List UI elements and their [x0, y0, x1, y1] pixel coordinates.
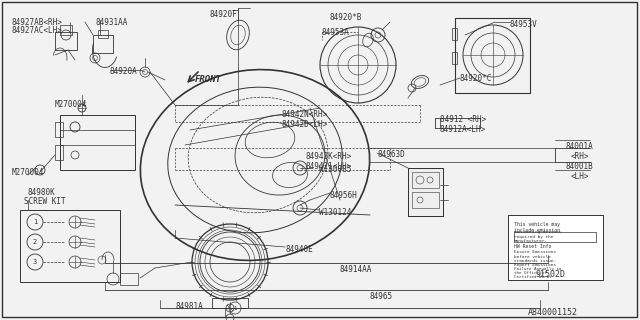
Text: Failure Annually to: Failure Annually to [514, 267, 561, 271]
Bar [412, 172, 439, 188]
Bar [55, 145, 63, 160]
Text: 84965: 84965 [370, 292, 393, 301]
Bar [60, 115, 135, 170]
Text: manufacturer.: manufacturer. [514, 239, 548, 243]
Text: required by the: required by the [514, 235, 554, 239]
Text: 84927AC<LH>: 84927AC<LH> [12, 26, 63, 35]
Bar [408, 168, 443, 216]
Text: 84920A: 84920A [110, 67, 138, 76]
Text: 84927AB<RH>: 84927AB<RH> [12, 18, 63, 27]
Text: 84940E: 84940E [285, 245, 313, 254]
Text: 84920*C: 84920*C [460, 74, 492, 83]
Text: M270004: M270004 [12, 168, 44, 177]
Text: W130124: W130124 [319, 208, 351, 217]
Bar [98, 30, 108, 38]
Text: <LH>: <LH> [571, 172, 589, 181]
Text: HW Reset Info: HW Reset Info [514, 244, 552, 249]
Text: <RH>: <RH> [571, 152, 589, 161]
Text: 84981A: 84981A [175, 302, 203, 311]
Bar [20, 210, 120, 282]
Text: Certified Works: Certified Works [514, 275, 552, 279]
Text: standards issue.: standards issue. [514, 259, 556, 263]
Bar [212, 298, 248, 308]
Text: 1: 1 [33, 219, 37, 225]
Text: A840001152: A840001152 [528, 308, 578, 317]
Bar [452, 52, 457, 64]
Bar [93, 35, 113, 53]
Bar [120, 273, 138, 285]
Bar [55, 32, 77, 50]
Text: 1: 1 [233, 306, 237, 310]
Bar [514, 232, 596, 242]
Bar [408, 168, 443, 216]
Text: 84953V: 84953V [510, 20, 538, 29]
Text: 91502D: 91502D [536, 270, 566, 279]
Text: 84912 <RH>: 84912 <RH> [440, 115, 486, 124]
Text: 2: 2 [33, 239, 37, 245]
Text: W130085: W130085 [319, 165, 351, 174]
Text: This vehicle may: This vehicle may [514, 222, 560, 227]
Text: M270004: M270004 [55, 100, 88, 109]
Bar [455, 18, 530, 93]
Text: 84953A: 84953A [322, 28, 349, 37]
Text: monitoring devices: monitoring devices [514, 230, 561, 234]
Bar [412, 192, 439, 208]
Text: 849421<LH>: 849421<LH> [305, 162, 351, 171]
Bar [60, 25, 72, 35]
Text: SCREW KIT: SCREW KIT [24, 197, 66, 206]
Text: 84980K: 84980K [28, 188, 56, 197]
Text: 84912A<LH>: 84912A<LH> [440, 125, 486, 134]
Text: 84920*B: 84920*B [330, 13, 362, 22]
Bar [452, 28, 457, 40]
Text: 84942K<RH>: 84942K<RH> [305, 152, 351, 161]
Text: 84956H: 84956H [330, 191, 358, 200]
Text: 84942N<RH>: 84942N<RH> [282, 110, 328, 119]
Bar [508, 215, 603, 280]
Bar [55, 122, 63, 137]
Text: 3: 3 [33, 259, 37, 265]
Text: 84931AA: 84931AA [95, 18, 127, 27]
Text: before vehicle: before vehicle [514, 255, 551, 259]
Text: 84942D<LH>: 84942D<LH> [282, 120, 328, 129]
Text: 84963D: 84963D [377, 150, 404, 159]
Text: the Office of: the Office of [514, 271, 547, 275]
Text: 84001A: 84001A [565, 142, 593, 151]
Text: Report Emissions: Report Emissions [514, 263, 556, 267]
Text: 84914AA: 84914AA [340, 265, 372, 274]
Text: Ensure Emissions: Ensure Emissions [514, 250, 556, 254]
Text: 84001B: 84001B [565, 162, 593, 171]
Text: FRONT: FRONT [195, 75, 222, 84]
Text: 84920F: 84920F [210, 10, 237, 19]
Text: include emission: include emission [514, 228, 560, 233]
